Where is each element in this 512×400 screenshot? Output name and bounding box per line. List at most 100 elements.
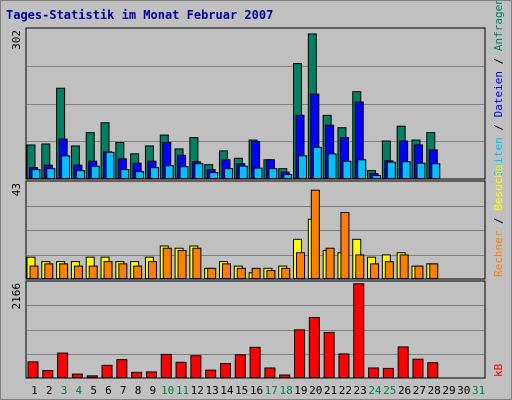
x-tick-label-20: 20 xyxy=(309,384,322,397)
x-tick-label-31: 31 xyxy=(472,384,485,397)
x-tick-label-12: 12 xyxy=(191,384,204,397)
x-tick-label-17: 17 xyxy=(265,384,278,397)
bar-kbytes-day-23 xyxy=(353,283,365,378)
bar-sites-day-13 xyxy=(207,267,217,280)
ymax-label-top: 302 xyxy=(10,30,23,50)
bar-sites-day-20 xyxy=(310,189,320,279)
bar-pages-day-28 xyxy=(431,163,441,179)
bar-pages-day-7 xyxy=(120,169,130,179)
x-tick-label-2: 2 xyxy=(46,384,53,397)
bar-sites-day-12 xyxy=(192,247,202,279)
bar-kbytes-day-12 xyxy=(190,355,202,379)
bar-pages-day-11 xyxy=(179,166,189,179)
legend-bottom-part-0: kB xyxy=(492,363,505,377)
bar-sites-day-6 xyxy=(103,261,113,279)
bar-sites-day-2 xyxy=(44,263,54,280)
bar-kbytes-day-5 xyxy=(86,375,98,378)
bar-pages-day-8 xyxy=(135,171,145,179)
legend-middle-part-0: Rechner xyxy=(492,230,505,277)
x-tick-label-5: 5 xyxy=(90,384,97,397)
bar-sites-day-14 xyxy=(221,263,231,280)
bar-pages-day-26 xyxy=(401,161,411,179)
bar-pages-day-20 xyxy=(312,146,322,180)
x-tick-label-26: 26 xyxy=(398,384,411,397)
bar-pages-day-6 xyxy=(105,151,115,180)
bar-pages-day-9 xyxy=(149,167,159,179)
x-tick-label-4: 4 xyxy=(76,384,83,397)
bar-sites-day-1 xyxy=(29,265,39,279)
bar-kbytes-day-26 xyxy=(397,346,409,378)
bar-pages-day-13 xyxy=(209,172,219,179)
legend-top-part-4: Anfragen xyxy=(492,1,505,51)
legend-top-part-0: Seiten xyxy=(492,137,505,177)
bar-sites-day-9 xyxy=(147,261,157,279)
legend-top-part-2: Dateien xyxy=(492,71,505,117)
bar-sites-day-7 xyxy=(118,263,128,280)
bar-pages-day-17 xyxy=(268,168,278,179)
bar-kbytes-day-9 xyxy=(145,371,157,378)
x-tick-label-23: 23 xyxy=(354,384,367,397)
bar-pages-day-3 xyxy=(61,155,71,180)
x-tick-label-18: 18 xyxy=(279,384,292,397)
bar-kbytes-day-2 xyxy=(42,370,54,378)
x-tick-label-14: 14 xyxy=(220,384,234,397)
x-tick-label-1: 1 xyxy=(31,384,38,397)
x-tick-label-6: 6 xyxy=(105,384,112,397)
bar-sites-day-26 xyxy=(399,254,409,280)
bar-sites-day-17 xyxy=(266,270,276,279)
bar-kbytes-day-21 xyxy=(323,331,335,378)
x-tick-label-21: 21 xyxy=(324,384,337,397)
legend-middle: Rechner / Besuche xyxy=(492,164,505,277)
x-tick-label-29: 29 xyxy=(442,384,455,397)
bar-sites-day-21 xyxy=(325,247,335,279)
bar-kbytes-day-19 xyxy=(294,329,306,379)
bar-pages-day-19 xyxy=(298,155,308,180)
bar-kbytes-day-7 xyxy=(116,359,128,378)
bar-pages-day-2 xyxy=(46,168,56,179)
ymax-label-bottom: 2166 xyxy=(10,283,23,310)
bar-kbytes-day-3 xyxy=(57,352,69,378)
bar-pages-day-10 xyxy=(164,165,174,179)
bar-kbytes-day-8 xyxy=(131,371,143,379)
bar-pages-day-24 xyxy=(372,175,382,179)
bar-kbytes-day-13 xyxy=(205,369,217,378)
x-tick-label-22: 22 xyxy=(339,384,352,397)
x-tick-label-11: 11 xyxy=(176,384,189,397)
bar-kbytes-day-4 xyxy=(71,373,83,379)
bar-sites-day-15 xyxy=(236,267,246,280)
legend-middle-part-1: / xyxy=(492,211,505,231)
x-tick-label-13: 13 xyxy=(205,384,218,397)
x-tick-label-28: 28 xyxy=(428,384,441,397)
bar-pages-day-18 xyxy=(283,174,293,179)
bar-sites-day-25 xyxy=(384,261,394,279)
bar-pages-day-14 xyxy=(223,168,233,179)
legend-top-part-3: / xyxy=(492,51,505,71)
bar-kbytes-day-24 xyxy=(368,367,380,379)
x-tick-label-15: 15 xyxy=(235,384,248,397)
x-tick-label-8: 8 xyxy=(135,384,142,397)
legend-middle-part-2: Besuche xyxy=(492,164,505,210)
bar-kbytes-day-14 xyxy=(219,363,231,378)
x-tick-label-19: 19 xyxy=(294,384,307,397)
bar-pages-day-4 xyxy=(75,170,85,179)
bar-kbytes-day-16 xyxy=(249,346,261,378)
x-tick-label-24: 24 xyxy=(368,384,382,397)
legend-top: Seiten / Dateien / Anfragen xyxy=(492,1,505,177)
bar-kbytes-day-10 xyxy=(160,353,172,379)
x-tick-label-30: 30 xyxy=(457,384,470,397)
bar-sites-day-24 xyxy=(370,263,380,280)
chart-title: Tages-Statistik im Monat Februar 2007 xyxy=(6,8,274,22)
bar-pages-day-15 xyxy=(238,165,248,179)
bar-pages-day-27 xyxy=(416,162,426,179)
bar-sites-day-3 xyxy=(59,263,69,280)
bar-sites-day-28 xyxy=(429,263,439,280)
bar-sites-day-11 xyxy=(177,249,187,280)
x-tick-label-3: 3 xyxy=(61,384,68,397)
x-tick-label-16: 16 xyxy=(250,384,263,397)
bar-pages-day-23 xyxy=(357,159,367,180)
bar-kbytes-day-27 xyxy=(412,358,424,378)
x-tick-label-10: 10 xyxy=(161,384,174,397)
bar-sites-day-27 xyxy=(414,265,424,279)
